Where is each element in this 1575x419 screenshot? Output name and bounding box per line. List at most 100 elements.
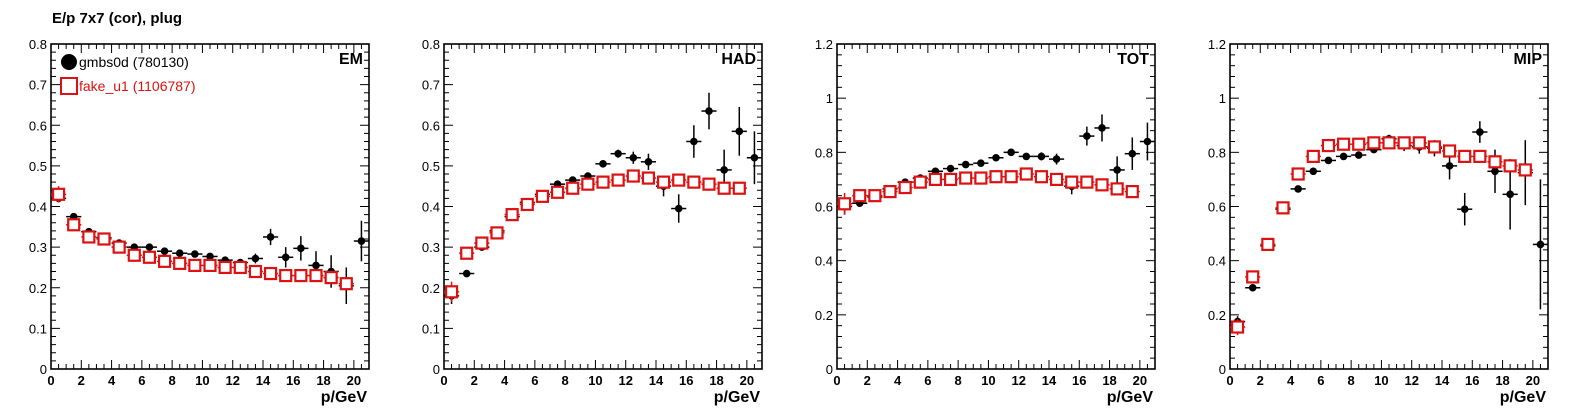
x-tick-label: 6 xyxy=(1317,373,1324,388)
y-tick-label: 0.8 xyxy=(1208,145,1226,160)
data-point xyxy=(233,260,247,275)
x-tick-label: 2 xyxy=(78,373,85,388)
data-point xyxy=(1488,155,1502,169)
data-point xyxy=(611,173,625,187)
plot-frame xyxy=(836,43,1156,370)
data-point xyxy=(943,172,958,187)
data-point xyxy=(266,233,275,241)
data-point xyxy=(1007,148,1015,157)
data-point xyxy=(599,160,607,168)
data-point xyxy=(626,169,640,183)
x-tick-label: 14 xyxy=(1042,373,1057,388)
x-tick-label: 4 xyxy=(501,373,509,388)
series-gmbs0d xyxy=(1230,121,1548,328)
x-tick-label: 10 xyxy=(981,373,995,388)
y-tick-label: 0.2 xyxy=(422,281,440,296)
data-point xyxy=(614,149,622,158)
x-tick-label: 0 xyxy=(1226,373,1233,388)
data-point xyxy=(1004,170,1018,184)
data-point xyxy=(51,187,66,201)
data-point xyxy=(462,269,471,278)
data-point xyxy=(1309,167,1318,176)
y-tick-label: 0.5 xyxy=(29,159,47,174)
legend: gmbs0d (780130) fake_u1 (1106787) xyxy=(60,54,196,95)
data-point xyxy=(279,268,293,283)
data-point xyxy=(989,170,1003,184)
y-tick-label: 0.8 xyxy=(815,145,833,160)
data-point xyxy=(206,252,214,261)
data-point xyxy=(188,258,202,273)
data-point xyxy=(339,277,353,291)
y-tick-label: 0.4 xyxy=(1208,254,1226,269)
x-tick-label: 10 xyxy=(195,373,209,388)
data-point xyxy=(735,127,744,136)
data-point xyxy=(1336,137,1351,151)
data-point xyxy=(203,258,217,273)
data-point xyxy=(1506,190,1514,199)
series-gmbs0d xyxy=(51,194,369,304)
data-point xyxy=(1476,128,1484,136)
data-point xyxy=(67,218,81,232)
series-fake-u1 xyxy=(444,169,747,302)
x-tick-label: 8 xyxy=(169,373,176,388)
data-point xyxy=(1339,152,1348,161)
x-tick-label: 8 xyxy=(1348,373,1355,388)
x-axis-label: p/GeV xyxy=(321,389,368,406)
x-tick-label: 18 xyxy=(1495,373,1509,388)
data-point xyxy=(550,185,565,199)
y-tick-label: 0 xyxy=(40,362,47,377)
data-point xyxy=(1034,170,1049,184)
data-point xyxy=(1143,137,1152,146)
data-point xyxy=(1352,137,1366,151)
x-tick-label: 12 xyxy=(1011,373,1025,388)
data-point xyxy=(1113,166,1121,174)
data-point xyxy=(357,237,366,245)
y-tick-label: 0.4 xyxy=(815,254,833,269)
data-point xyxy=(946,164,955,173)
y-tick-label: 0.8 xyxy=(29,37,47,52)
data-point xyxy=(248,264,263,279)
y-tick-label: 0.5 xyxy=(422,159,440,174)
y-tick-label: 0.6 xyxy=(29,118,47,133)
data-point xyxy=(251,254,260,263)
data-point xyxy=(1458,149,1472,163)
data-point xyxy=(1445,162,1454,170)
y-tick-label: 0.3 xyxy=(29,240,47,255)
data-point xyxy=(581,177,595,191)
data-point xyxy=(1246,270,1260,284)
x-tick-label: 20 xyxy=(1133,373,1147,388)
data-point xyxy=(1382,136,1396,150)
data-point xyxy=(112,240,126,254)
data-point xyxy=(913,175,927,189)
panel-title: HAD xyxy=(721,51,756,68)
data-point xyxy=(1294,185,1302,193)
x-axis-label: p/GeV xyxy=(1107,389,1154,406)
data-point xyxy=(1065,175,1079,189)
data-point xyxy=(656,175,671,189)
x-tick-label: 16 xyxy=(679,373,693,388)
data-point xyxy=(596,175,610,189)
data-point xyxy=(1442,144,1457,158)
x-axis-label: p/GeV xyxy=(1500,389,1547,406)
data-point xyxy=(717,181,731,195)
x-tick-label: 20 xyxy=(347,373,361,388)
y-tick-label: 0.3 xyxy=(422,240,440,255)
data-point xyxy=(1049,172,1064,187)
data-point xyxy=(1412,136,1426,150)
x-tick-label: 12 xyxy=(225,373,239,388)
data-point xyxy=(1518,163,1532,177)
x-tick-label: 0 xyxy=(833,373,840,388)
panel-title: EM xyxy=(339,51,363,68)
data-point xyxy=(853,189,867,203)
data-point xyxy=(309,268,323,283)
x-tick-label: 6 xyxy=(924,373,931,388)
data-point xyxy=(1080,175,1094,189)
data-point xyxy=(674,204,683,213)
data-point xyxy=(977,159,985,167)
y-tick-label: 0.4 xyxy=(422,200,440,215)
data-point xyxy=(961,160,970,169)
data-point xyxy=(959,171,973,185)
y-tick-label: 0.6 xyxy=(422,118,440,133)
data-point xyxy=(705,107,713,115)
data-point xyxy=(750,153,759,162)
